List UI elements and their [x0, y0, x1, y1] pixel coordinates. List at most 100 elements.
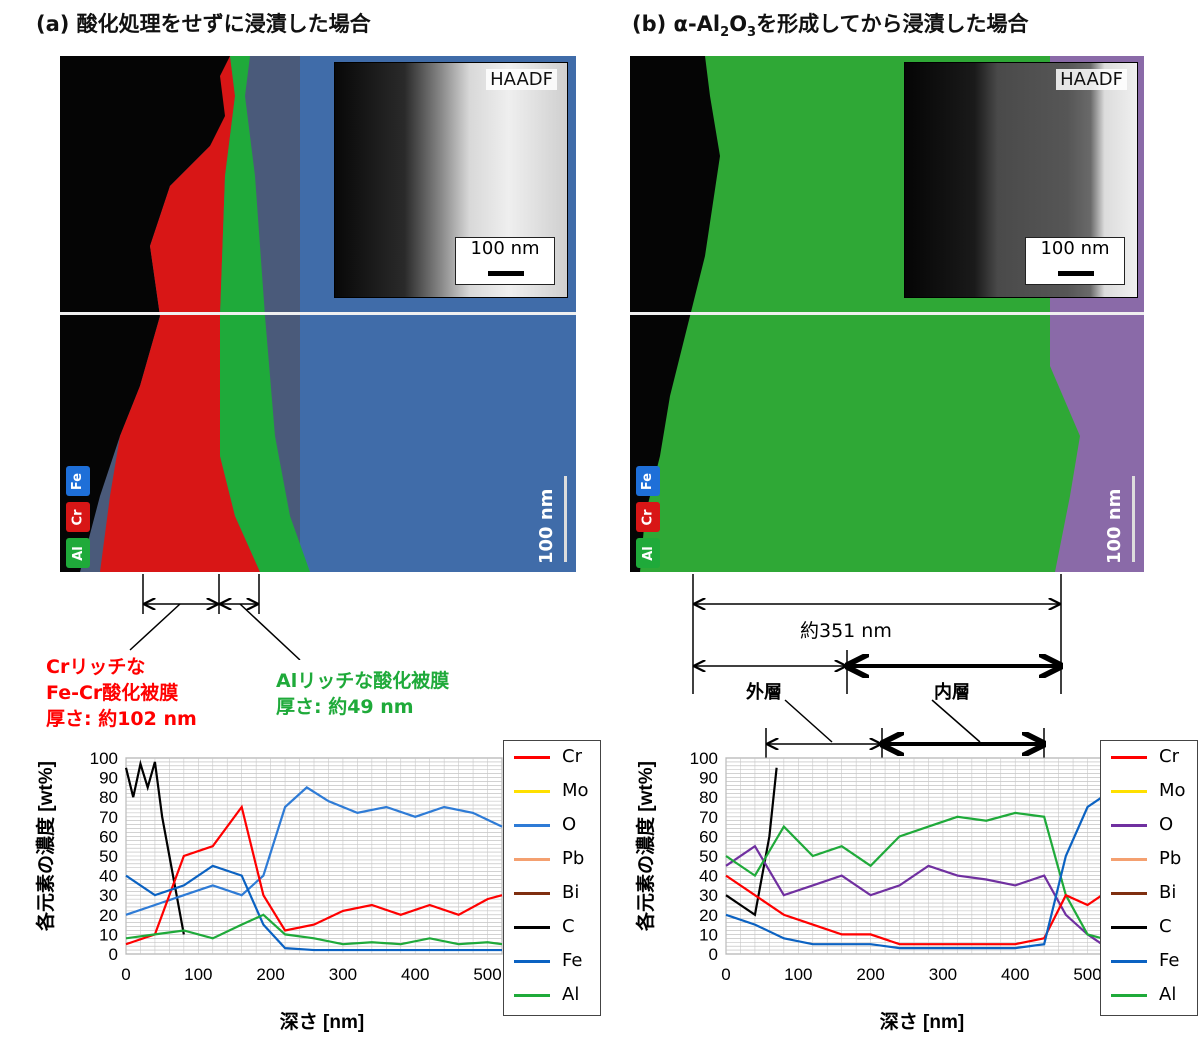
al-rich-annotation: Alリッチな酸化被膜 厚さ: 約49 nm [276, 670, 450, 718]
chart-a-ytick: 40 [99, 867, 118, 886]
outer-layer-label: 外層 [746, 682, 782, 703]
chart-a-ytick: 50 [99, 847, 118, 866]
chart-b-ytick: 0 [709, 945, 718, 964]
chart-b-ytick: 100 [690, 749, 718, 768]
panel-b-map-scale-text: 100 nm [1104, 488, 1125, 564]
panel-a-map-scalebar [564, 476, 567, 562]
chart-a-legend-label: O [562, 814, 577, 835]
chart-b-ytick: 90 [699, 769, 718, 788]
chart-a-legend-swatch [514, 960, 550, 963]
chart-a-xtick: 500 [473, 965, 501, 984]
chart-b-legend-label: Al [1159, 984, 1177, 1005]
chart-b-legend-label: Fe [1159, 950, 1180, 971]
badge-al-b: Al [636, 538, 660, 568]
chart-a-ytick: 60 [99, 827, 118, 846]
chart-b-legend-swatch [1111, 892, 1147, 895]
chart-b-legend-swatch [1111, 960, 1147, 963]
chart-a-series-fe [125, 864, 502, 952]
chart-a-legend-al: Al [504, 983, 600, 1007]
chart-b-legend-swatch [1111, 824, 1147, 827]
chart-a-legend-mo: Mo [504, 779, 600, 803]
chart-a-series-cr [125, 804, 503, 946]
chart-b-xtick: 400 [1001, 965, 1029, 984]
badge-al-a: Al [66, 538, 90, 568]
chart-a-ytick: 0 [109, 945, 118, 964]
chart-b-series-al [725, 811, 1103, 940]
panel-b-ylabel: 各元素の濃度 [wt%] [634, 761, 657, 932]
chart-a-ytick: 80 [99, 788, 118, 807]
chart-a-legend-swatch [514, 824, 550, 827]
chart-b-ytick: 70 [699, 808, 718, 827]
chart-b-xtick: 100 [784, 965, 812, 984]
chart-b-series-o [725, 844, 1103, 946]
chart-b-legend-label: O [1159, 814, 1174, 835]
chart-b-series-cr [725, 874, 1103, 946]
chart-a-legend-label: Mo [562, 780, 589, 801]
chart-a-legend-pb: Pb [504, 847, 600, 871]
chart-a-series-al [125, 913, 503, 946]
chart-a-ytick: 30 [99, 886, 118, 905]
badge-fe-a: Fe [66, 466, 90, 496]
chart-b-legend-swatch [1111, 994, 1147, 997]
chart-a-legend-o: O [504, 813, 600, 837]
panel-b-haadf-inset: HAADF 100 nm [904, 62, 1138, 298]
panel-b-inset-scale-text: 100 nm [1040, 238, 1110, 259]
panel-a-map-scale-text: 100 nm [536, 488, 557, 564]
panel-a-legend: Cr Mo O Pb Bi C Fe Al [503, 740, 601, 1016]
badge-cr-b: Cr [636, 502, 660, 532]
chart-a-legend-swatch [514, 994, 550, 997]
badge-cr-a: Cr [66, 502, 90, 532]
chart-b-ytick: 10 [699, 925, 718, 944]
chart-b-ytick: 40 [699, 867, 718, 886]
chart-b-series-c [725, 767, 778, 917]
chart-b-legend-swatch [1111, 756, 1147, 759]
chart-a-ytick: 10 [99, 925, 118, 944]
chart-a-legend-label: Pb [562, 848, 585, 869]
chart-a-legend-swatch [514, 892, 550, 895]
badge-fe-b: Fe [636, 466, 660, 496]
panel-a-inset-scalebar: 100 nm [455, 237, 555, 285]
panel-b-xlabel: 深さ [nm] [880, 1010, 964, 1033]
chart-b-ytick: 50 [699, 847, 718, 866]
chart-b-legend-o: O [1101, 813, 1197, 837]
chart-a-legend-label: Bi [562, 882, 580, 903]
panel-a-ylabel: 各元素の濃度 [wt%] [34, 761, 57, 932]
chart-b-ytick: 30 [699, 886, 718, 905]
chart-b-legend-label: Pb [1159, 848, 1182, 869]
panel-b-inset-scalebar: 100 nm [1025, 237, 1125, 285]
chart-a-legend-fe: Fe [504, 949, 600, 973]
panel-a-xlabel: 深さ [nm] [280, 1010, 364, 1033]
chart-b-legend-swatch [1111, 790, 1147, 793]
panel-a-haadf-inset: HAADF 100 nm [334, 62, 568, 298]
chart-a-legend-cr: Cr [504, 745, 600, 769]
chart-a-legend-label: C [562, 916, 575, 937]
panel-b-haadf-label: HAADF [1056, 69, 1127, 90]
chart-b-legend-pb: Pb [1101, 847, 1197, 871]
chart-b-legend-mo: Mo [1101, 779, 1197, 803]
panel-a-thickness-arrows [129, 574, 301, 660]
chart-b-legend-c: C [1101, 915, 1197, 939]
chart-b-legend-swatch [1111, 858, 1147, 861]
chart-a-legend-swatch [514, 926, 550, 929]
chart-b-legend-al: Al [1101, 983, 1197, 1007]
panel-a-inset-scale-text: 100 nm [470, 238, 540, 259]
chart-a-legend-swatch [514, 858, 550, 861]
chart-b-xtick: 500 [1073, 965, 1101, 984]
chart-a-legend-label: Al [562, 984, 580, 1005]
chart-b-legend-label: Cr [1159, 746, 1179, 767]
chart-a-legend-bi: Bi [504, 881, 600, 905]
chart-b-legend-cr: Cr [1101, 745, 1197, 769]
panel-b-title: (b) α-Al2O3を形成してから浸漬した場合 [632, 12, 1029, 41]
panel-a-haadf-label: HAADF [486, 69, 557, 90]
chart-a-xtick: 300 [329, 965, 357, 984]
chart-b-xtick: 200 [856, 965, 884, 984]
chart-b-legend-swatch [1111, 926, 1147, 929]
chart-a-ytick: 70 [99, 808, 118, 827]
chart-a-legend-label: Cr [562, 746, 582, 767]
cr-rich-annotation: Crリッチな Fe-Cr酸化被膜 厚さ: 約102 nm [46, 656, 197, 730]
chart-a-xtick: 400 [401, 965, 429, 984]
